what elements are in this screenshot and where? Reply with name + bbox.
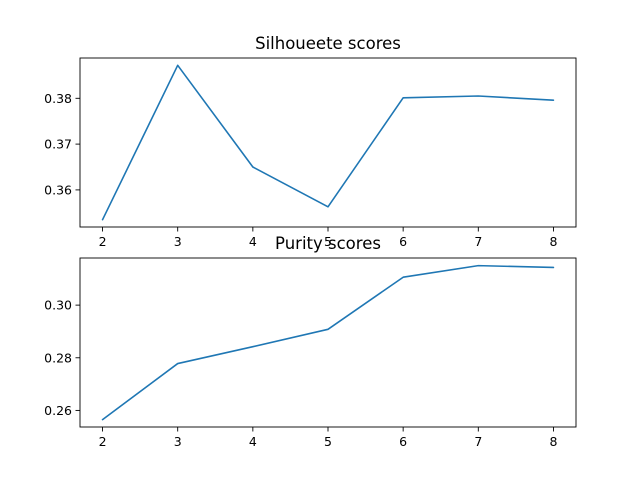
- silhouette-x-tick-label: 5: [324, 234, 332, 249]
- silhouette-x-tick-label: 6: [399, 234, 407, 249]
- purity-x-tick-label: 5: [324, 434, 332, 449]
- silhouette-x-tick-label: 8: [549, 234, 557, 249]
- purity-y-tick-label: 0.28: [44, 350, 72, 365]
- purity-x-tick-label: 6: [399, 434, 407, 449]
- purity-x-tick-label: 4: [249, 434, 257, 449]
- purity-y-tick-label: 0.26: [44, 403, 72, 418]
- purity-y-tick-label: 0.30: [44, 298, 72, 313]
- purity-x-tick-label: 8: [549, 434, 557, 449]
- purity-x-tick-label: 7: [474, 434, 482, 449]
- silhouette-x-tick-label: 7: [474, 234, 482, 249]
- silhouette-y-tick-label: 0.37: [44, 137, 72, 152]
- silhouette-series-line: [101, 64, 555, 221]
- purity-axes-frame: [79, 257, 577, 428]
- purity-series-line: [101, 264, 555, 421]
- silhouette-y-tick-label: 0.36: [44, 182, 72, 197]
- purity-chart: 2 3 4 5 6 7 8 0.26 0.28 0.30 Purity scores: [44, 234, 577, 449]
- purity-x-tick-label: 2: [99, 434, 107, 449]
- silhouette-x-tick-label: 4: [249, 234, 257, 249]
- purity-x-tick-label: 3: [174, 434, 182, 449]
- silhouette-axes-frame: [79, 57, 577, 228]
- silhouette-x-tick-label: 3: [174, 234, 182, 249]
- silhouette-chart: 2 3 4 5 6 7 8 0.36 0.37 0.38 Silhoueete scores: [44, 34, 577, 249]
- silhouette-y-tick-label: 0.38: [44, 91, 72, 106]
- silhouette-chart-title: Silhoueete scores: [255, 34, 401, 53]
- purity-chart-title: Purity scores: [275, 234, 381, 253]
- silhouette-x-tick-label: 2: [99, 234, 107, 249]
